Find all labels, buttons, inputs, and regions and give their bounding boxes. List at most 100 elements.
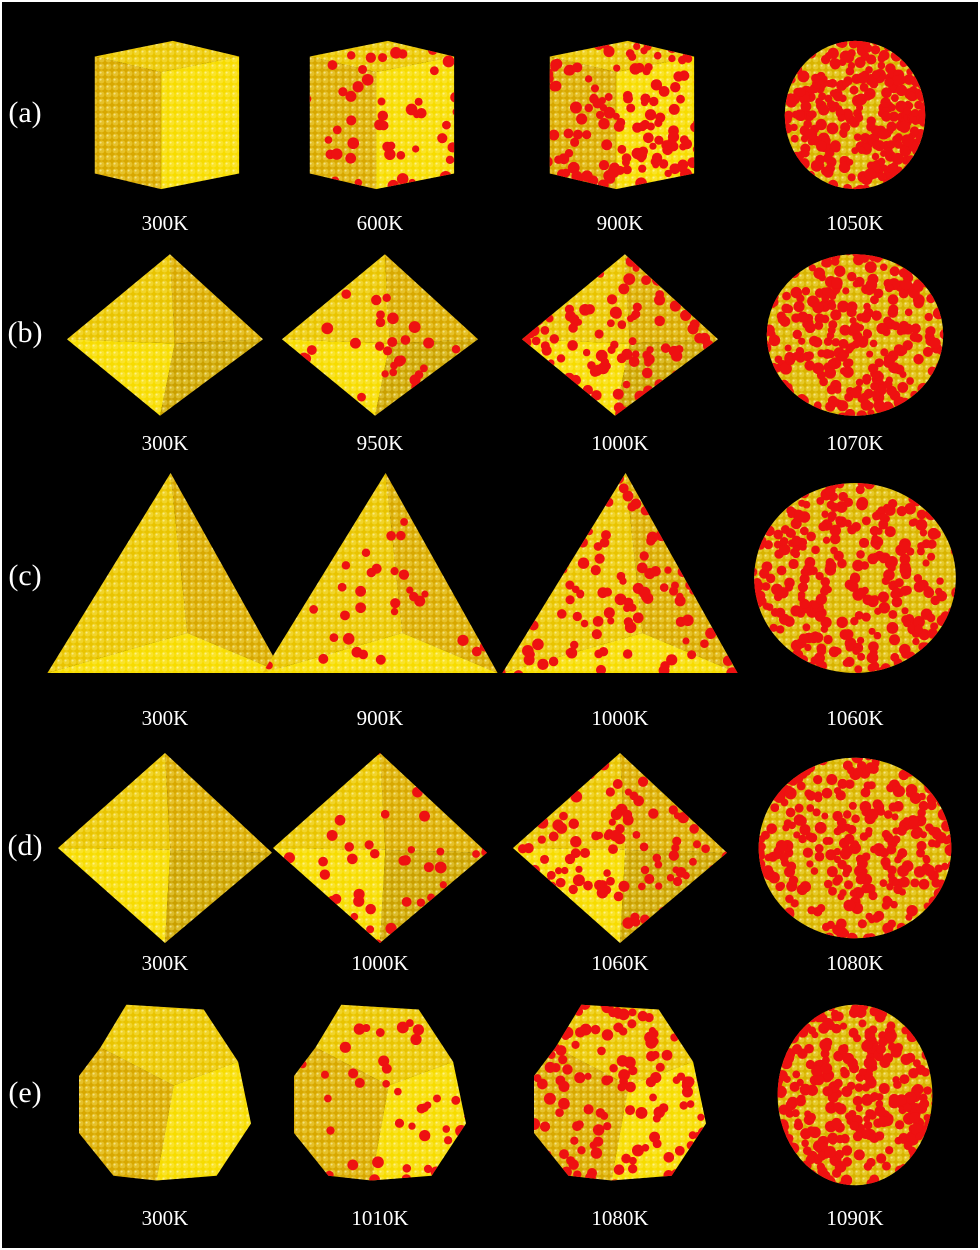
melted-atom [575,1120,584,1129]
temperature-label: 300K [142,951,189,975]
melted-atom [787,529,796,538]
melted-atom [457,634,469,646]
melted-atom [862,1039,873,1050]
melted-atom [894,140,903,149]
melted-atom [913,574,923,583]
melted-atom [806,1126,816,1135]
melted-atom [921,1067,930,1077]
melted-atom [898,288,909,299]
melted-atom [563,128,574,139]
melted-atom [865,66,873,74]
melted-atom [872,799,883,810]
melted-atom [919,831,927,839]
melted-atom [804,322,816,334]
melted-atom [877,157,886,166]
melted-atom [570,836,582,848]
melted-atom [846,158,854,166]
melted-atom [410,1033,422,1046]
melted-atom [396,150,406,160]
melted-atom [889,162,899,171]
melted-atom [582,130,592,140]
melted-atom [916,848,926,858]
melted-atom [606,294,618,305]
melted-atom [595,1108,606,1118]
melted-atom [569,101,582,114]
melted-atom [650,566,661,577]
melted-atom [873,288,884,299]
melted-atom [866,122,876,132]
melted-atom [616,117,626,128]
melted-atom [856,858,868,870]
melted-atom [913,354,924,365]
melted-atom [876,322,888,335]
melted-atom [641,367,653,379]
melted-atom [773,529,784,540]
melted-atom [799,573,810,585]
melted-atom [859,801,872,813]
melted-atom [841,1145,853,1156]
melted-atom [815,571,824,581]
melted-atom [606,319,615,328]
melted-atom [667,131,680,143]
melted-atom [437,133,448,144]
melted-atom [900,585,910,596]
melted-atom [851,814,860,824]
melted-atom [870,1091,879,1101]
melted-atom [643,132,654,144]
melted-atom [843,833,855,845]
melted-atom [602,587,612,597]
melted-atom [847,173,856,182]
melted-atom [869,339,878,348]
melted-atom [612,779,623,789]
melted-atom [915,1132,924,1141]
melted-atom [754,567,758,577]
melted-atom [389,368,398,377]
melted-atom [584,103,594,113]
melted-atom [903,619,911,628]
melted-atom [834,1160,847,1173]
row-label: (a) [8,96,41,129]
melted-atom [540,854,550,864]
melted-atom [894,578,904,588]
melted-atom [375,654,386,665]
melted-atom [570,1136,579,1145]
melted-atom [386,530,396,541]
melted-atom [870,45,881,55]
melted-atom [936,590,948,602]
melted-atom [828,397,839,408]
melted-atom [354,1077,365,1088]
melted-atom [903,107,911,115]
melted-atom [784,344,792,352]
melted-atom [675,867,687,878]
melted-atom [558,1055,568,1065]
melted-atom [927,527,940,540]
melted-atom [628,1156,637,1165]
melted-atom [839,1022,848,1030]
melted-atom [576,590,585,599]
melted-atom [663,1151,675,1163]
melted-atom [822,1086,833,1097]
melted-atom [680,309,692,321]
melted-atom [906,377,914,385]
melted-atom [784,866,796,878]
melted-atom [855,378,864,387]
melted-atom [881,901,891,910]
melted-atom [398,855,409,866]
melted-atom [567,340,578,351]
melted-atom [382,293,391,303]
melted-atom [834,647,842,655]
melted-atom [353,1023,366,1035]
melted-atom [661,1049,673,1061]
melted-atom [842,1052,855,1065]
melted-atom [851,147,859,155]
melted-atom [833,1102,844,1113]
melted-atom [555,877,566,888]
melted-atom [366,925,375,934]
melted-atom [778,613,791,625]
melted-atom [697,1113,705,1121]
melted-atom [900,1053,912,1065]
melted-atom [558,1097,570,1110]
melted-atom [930,622,939,631]
melted-atom [843,899,856,912]
melted-atom [628,356,640,367]
